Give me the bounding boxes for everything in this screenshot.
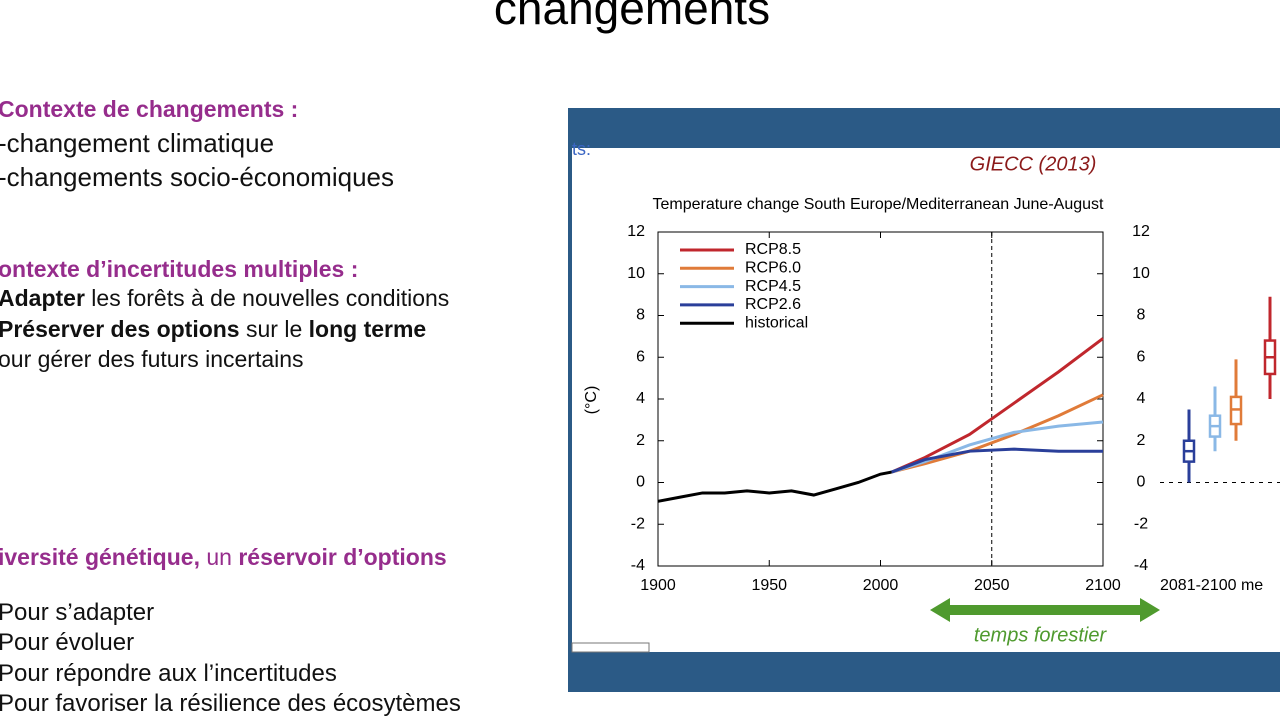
y-tick-label: 2: [636, 432, 645, 449]
heading-run: un: [200, 544, 238, 570]
heading-run: iversité génétique,: [0, 544, 200, 570]
y2-tick-label: 8: [1137, 307, 1146, 324]
y2-tick-label: 0: [1137, 474, 1146, 491]
text-run: Adapter: [0, 285, 85, 311]
text-run: Pour évoluer: [0, 629, 134, 656]
fragment: ts:: [572, 139, 591, 159]
x-tick-label: 2100: [1085, 577, 1121, 594]
series-line: [891, 420, 1104, 474]
text-run: Pour favoriser la résilience des écosytè…: [0, 690, 461, 717]
x-tick-label: 2000: [863, 577, 899, 594]
y-tick-label: 6: [636, 348, 645, 365]
section-heading: Contexte de changements :: [0, 96, 298, 122]
text-run: Pour s’adapter: [0, 599, 154, 626]
y-tick-label: 12: [627, 223, 645, 240]
series-line: [891, 447, 1103, 474]
text-run: our gérer des futurs incertains: [0, 346, 304, 372]
y-tick-label: -2: [631, 515, 645, 532]
x-tick-label: 1900: [640, 577, 676, 594]
y2-tick-label: -2: [1134, 515, 1148, 532]
y2-tick-label: 6: [1137, 348, 1146, 365]
x-tick-label: 1950: [751, 577, 787, 594]
series-line: [657, 470, 892, 503]
chart-source: GIECC (2013): [970, 153, 1097, 175]
text-run: -changements socio-économiques: [0, 162, 394, 192]
legend-label: RCP6.0: [745, 260, 801, 277]
image-edge: [571, 642, 650, 653]
text-run: sur le: [240, 316, 309, 342]
chart-title: Temperature change South Europe/Mediterr…: [653, 196, 1105, 213]
text-line: Adapter les forêts à de nouvelles condit…: [0, 285, 449, 311]
y-tick-label: 10: [627, 265, 645, 282]
legend-label: RCP2.6: [745, 296, 801, 313]
text-run: long terme: [309, 316, 427, 342]
text-line: Préserver des options sur le long terme: [0, 316, 426, 342]
text-run: Préserver des options: [0, 316, 240, 342]
x-tick-label: 2050: [974, 577, 1010, 594]
text-line: -changement climatique: [0, 128, 274, 158]
legend-label: historical: [745, 314, 808, 331]
arrow: [930, 598, 1160, 622]
heading-run: Contexte de changements :: [0, 96, 298, 122]
y2-tick-label: 10: [1132, 265, 1150, 282]
text-line: Pour s’adapter: [0, 599, 154, 626]
text-line: Pour favoriser la résilience des écosytè…: [0, 690, 461, 717]
text-line: Pour répondre aux l’incertitudes: [0, 660, 337, 687]
y-tick-label: 0: [636, 474, 645, 491]
text-run: -changement climatique: [0, 128, 274, 158]
text-line: Pour évoluer: [0, 629, 134, 656]
y2-tick-label: -4: [1134, 557, 1148, 574]
text-line: our gérer des futurs incertains: [0, 346, 304, 372]
y-tick-label: -4: [631, 557, 645, 574]
series-line: [891, 393, 1104, 474]
slide-title: changements: [494, 0, 770, 34]
text-run: Pour répondre aux l’incertitudes: [0, 660, 337, 687]
annotation: temps forestier: [974, 624, 1108, 646]
y-tick-label: 8: [636, 307, 645, 324]
series-line: [891, 337, 1104, 474]
section-heading: iversité génétique, un réservoir d’optio…: [0, 544, 447, 570]
heading-run: ontexte d’incertitudes multiples :: [0, 256, 358, 282]
legend-label: RCP4.5: [745, 278, 801, 295]
y2-tick-label: 12: [1132, 223, 1150, 240]
heading-run: réservoir d’options: [238, 544, 446, 570]
y-tick-label: 4: [636, 390, 645, 407]
y2-tick-label: 4: [1137, 390, 1146, 407]
text-line: -changements socio-économiques: [0, 162, 394, 192]
section-heading: ontexte d’incertitudes multiples :: [0, 256, 358, 282]
legend-label: RCP8.5: [745, 241, 801, 258]
y-axis-label: (°C): [583, 386, 600, 415]
y2-tick-label: 2: [1137, 432, 1146, 449]
text-run: les forêts à de nouvelles conditions: [85, 285, 449, 311]
box-label: 2081-2100 me: [1160, 577, 1263, 594]
